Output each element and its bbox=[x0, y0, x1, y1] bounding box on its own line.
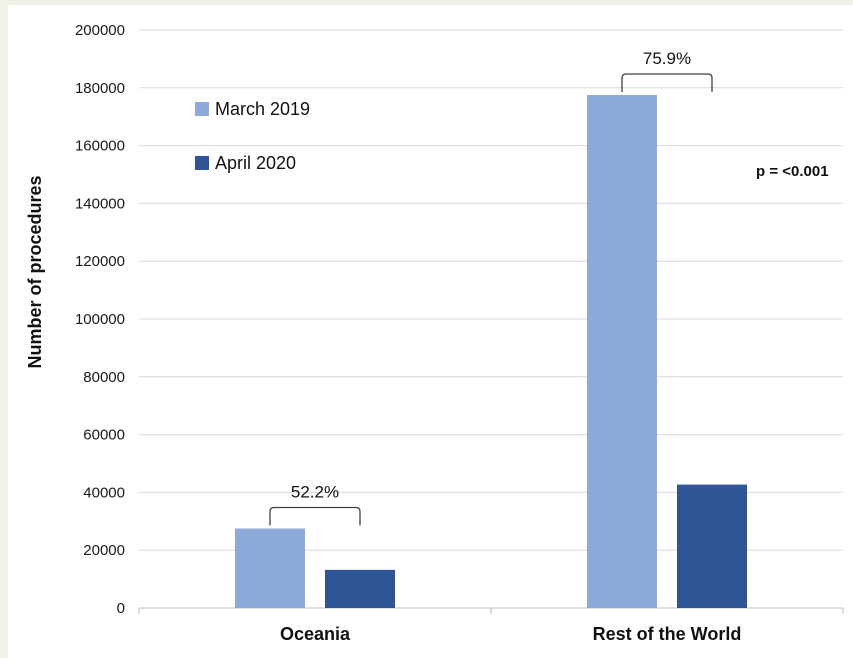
axes: 0 20000 40000 60000 80000 100000 120000 140000 1… bbox=[75, 22, 844, 644]
annotations: 52.2% 75.9% bbox=[269, 49, 713, 526]
comparison-bracket bbox=[269, 506, 361, 526]
y-axis-label: Number of procedures bbox=[25, 175, 45, 368]
bar-march-2019-rest-of-the-world bbox=[587, 95, 657, 608]
y-tick-label: 140000 bbox=[75, 195, 125, 212]
y-tick-label: 40000 bbox=[83, 484, 125, 501]
bar-april-2020-rest-of-the-world bbox=[677, 484, 747, 608]
y-tick-label: 100000 bbox=[75, 311, 125, 328]
p-value-label: p = <0.001 bbox=[756, 163, 829, 180]
chart-frame: 0 20000 40000 60000 80000 100000 120000 140000 1… bbox=[8, 5, 853, 658]
y-tick-label: 200000 bbox=[75, 22, 125, 39]
percent-change-label: 75.9% bbox=[643, 49, 691, 68]
legend: March 2019 April 2020 bbox=[195, 99, 310, 173]
bar-chart: 0 20000 40000 60000 80000 100000 120000 140000 1… bbox=[25, 22, 844, 644]
y-tick-label: 160000 bbox=[75, 138, 125, 155]
percent-change-label: 52.2% bbox=[291, 483, 339, 502]
y-tick-label: 20000 bbox=[83, 542, 125, 559]
legend-swatch bbox=[195, 156, 209, 170]
bar-april-2020-oceania bbox=[325, 569, 395, 608]
legend-label: April 2020 bbox=[215, 153, 296, 173]
y-tick-label: 60000 bbox=[83, 427, 125, 444]
bars bbox=[235, 95, 747, 608]
y-tick-label: 120000 bbox=[75, 253, 125, 270]
y-tick-label: 80000 bbox=[83, 369, 125, 386]
gridlines bbox=[139, 29, 843, 551]
legend-label: March 2019 bbox=[215, 99, 310, 119]
x-category-label: Oceania bbox=[280, 624, 351, 644]
y-tick-label: 180000 bbox=[75, 80, 125, 97]
legend-swatch bbox=[195, 102, 209, 116]
comparison-bracket bbox=[621, 73, 713, 93]
y-tick-label: 0 bbox=[117, 600, 125, 617]
x-category-label: Rest of the World bbox=[593, 624, 742, 644]
bar-march-2019-oceania bbox=[235, 528, 305, 608]
